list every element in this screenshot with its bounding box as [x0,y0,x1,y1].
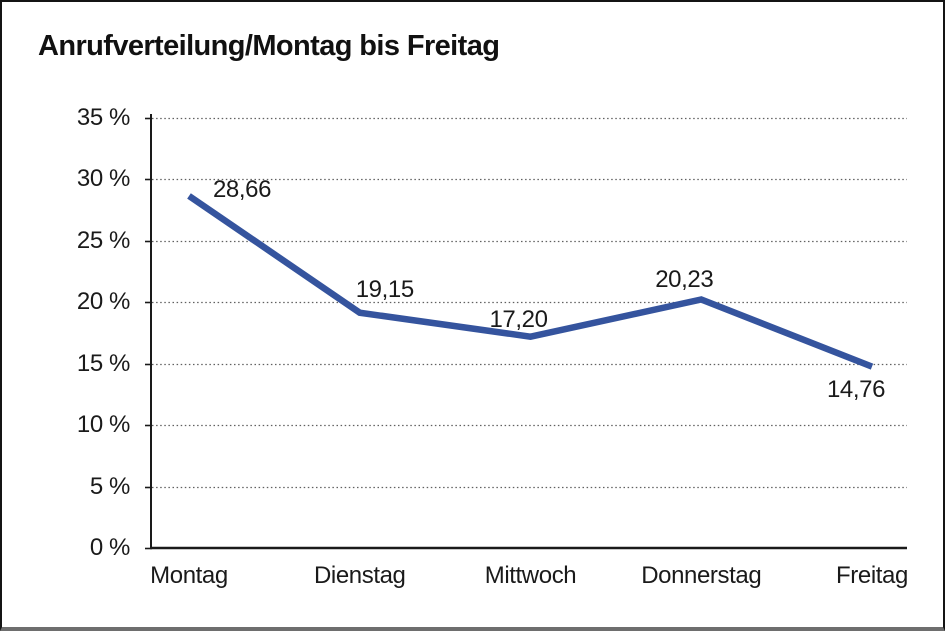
data-point-label: 14,76 [826,375,886,403]
y-axis-tick-label: 10 % [76,411,131,439]
chart-title: Anrufverteilung/Montag bis Freitag [38,30,500,62]
y-axis-tick-label: 35 % [76,104,131,131]
y-axis-tick-label: 30 % [76,165,131,193]
x-axis-category-label: Dienstag [313,562,406,589]
y-axis-tick-label: 15 % [76,349,131,377]
y-axis-tick-label: 0 % [89,534,131,561]
data-point-label: 20,23 [655,266,714,294]
x-axis-category-label: Freitag [836,562,908,589]
x-axis-category-label: Mittwoch [484,562,577,589]
data-point-label: 17,20 [489,305,548,333]
x-axis-category-label: Montag [150,562,228,589]
y-axis-tick-label: 25 % [76,226,131,254]
data-point-label: 19,15 [355,275,414,303]
x-axis-category-label: Donnerstag [641,562,762,589]
y-axis-tick-label: 20 % [76,288,131,316]
data-series-line [187,193,874,370]
data-point-label: 28,66 [212,175,272,203]
y-axis-tick-label: 5 % [89,472,131,500]
